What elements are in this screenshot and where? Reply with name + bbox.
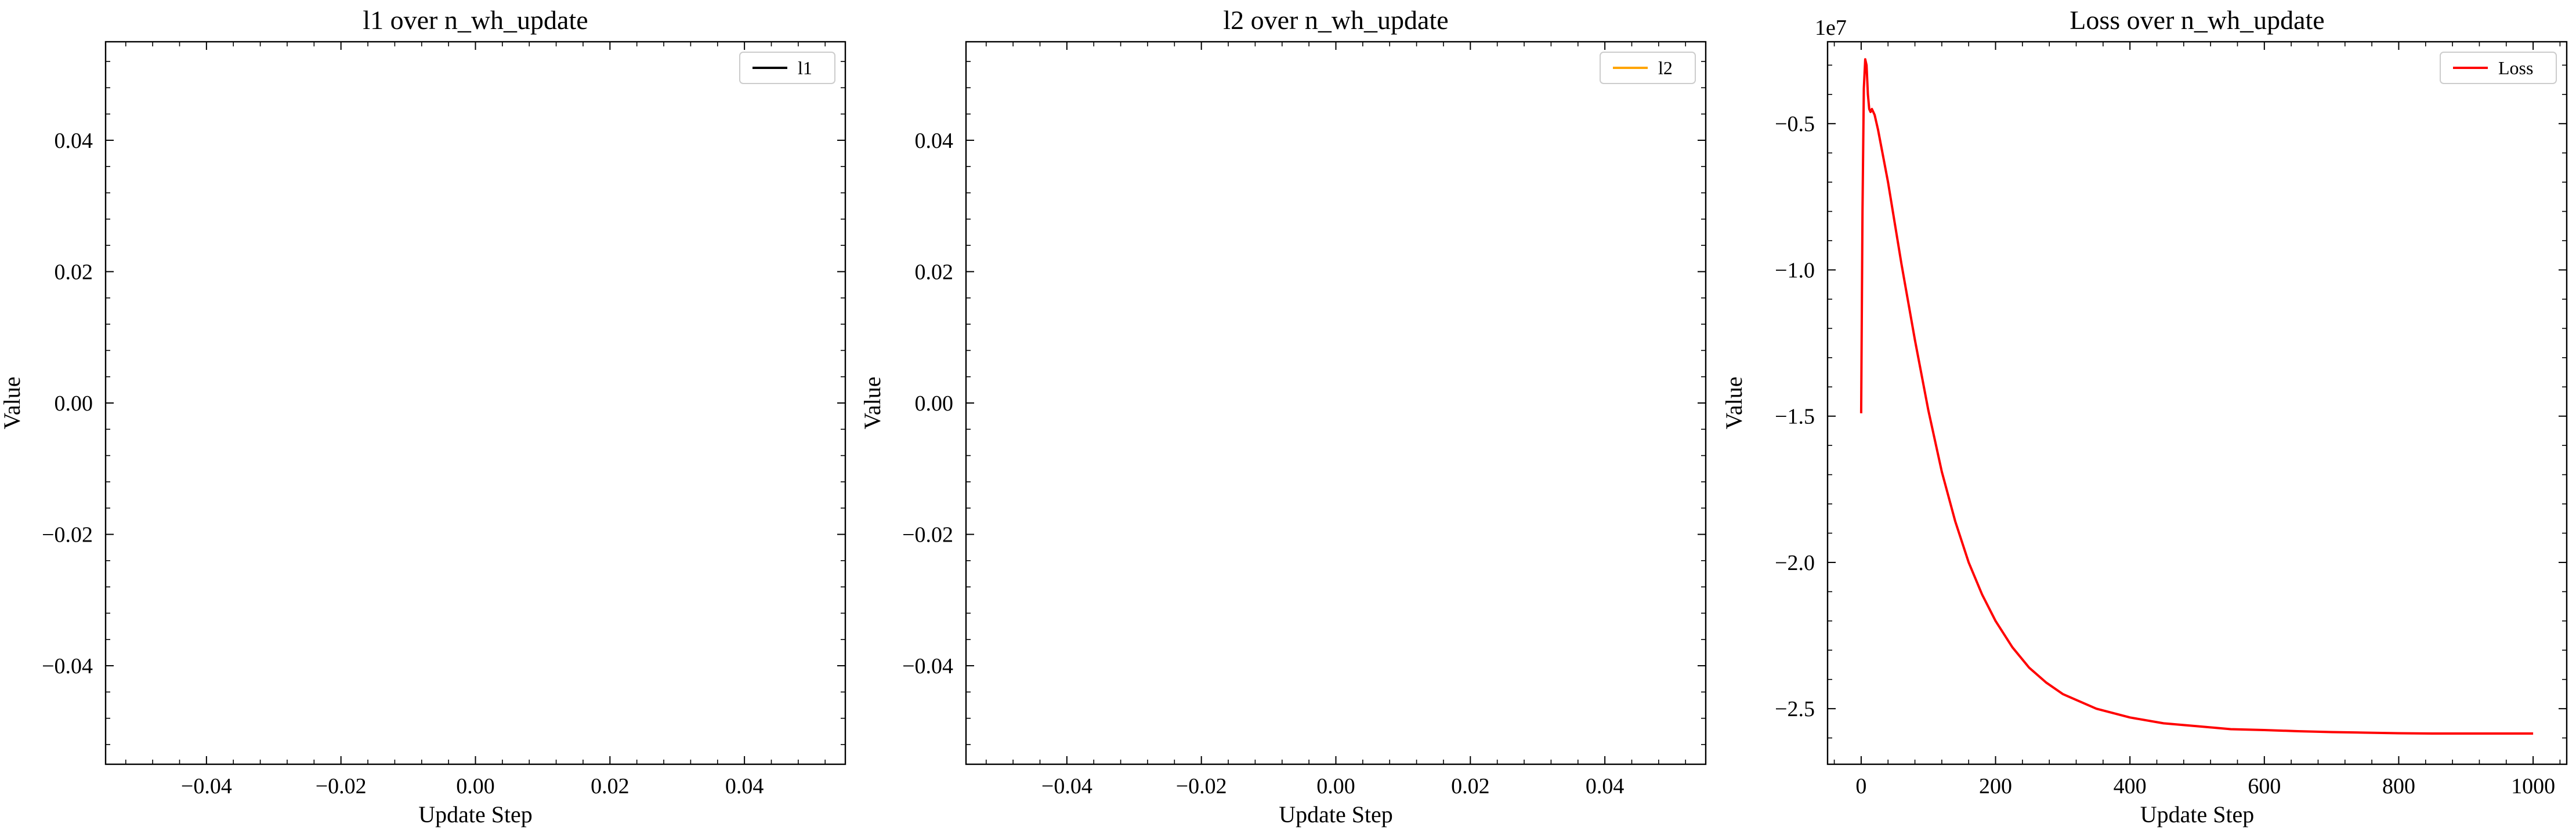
x-tick-label: 600 [2248,774,2281,798]
chart-panel-l1: l1 over n_wh_update Update Step Value −0… [0,5,846,827]
y-tick-label: 0.04 [55,129,93,153]
x-tick-label: 800 [2382,774,2415,798]
x-tick-label: 0.04 [1586,774,1625,798]
y-axis-label: Value [859,376,885,429]
x-tick-label: −0.04 [181,774,232,798]
x-tick-label: 1000 [2511,774,2555,798]
y-axis-label: Value [0,376,25,429]
x-tick-label: −0.04 [1041,774,1092,798]
x-tick-label: 0.00 [1316,774,1355,798]
y-tick-label: 0.02 [55,260,93,284]
x-tick-label: 200 [1979,774,2012,798]
x-tick-label: 400 [2114,774,2147,798]
y-tick-label: −0.04 [902,654,953,678]
y-tick-label: −2.5 [1775,697,1815,721]
y-axis-offset-label: 1e7 [1815,16,1847,40]
axes-frame [104,41,846,765]
legend-entry: l2 [1658,57,1673,78]
legend: l2 [1600,52,1696,84]
legend-entry: Loss [2498,57,2533,78]
y-tick-label: 0.00 [55,391,93,416]
y-tick-label: 0.04 [915,129,954,153]
series-line-loss [1859,58,2534,735]
chart-panel-l2: l2 over n_wh_update Update Step Value −0… [859,5,1707,827]
axis-ticks: −0.04 −0.02 0.00 0.02 0.04 −0.04 −0.02 0.00 0.02… [42,42,845,798]
y-tick-label: −1.0 [1775,258,1815,282]
axes-frame [965,41,1707,765]
chart-title: l1 over n_wh_update [363,5,588,35]
y-tick-label: −0.02 [42,523,93,547]
chart-title: Loss over n_wh_update [2070,5,2324,35]
axes-frame [1826,41,2568,765]
x-tick-label: −0.02 [1176,774,1227,798]
y-tick-label: 0.00 [915,391,954,416]
legend: l1 [739,52,835,84]
x-tick-label: 0.04 [725,774,764,798]
axis-ticks: 0 200 400 600 800 1000 −0.5 −1.0 −1.5 −2.0 −2.5 [1775,42,2567,798]
legend: Loss [2440,52,2557,84]
y-tick-label: −0.5 [1775,112,1815,136]
y-tick-label: 0.02 [915,260,954,284]
x-tick-label: 0 [1855,774,1866,798]
y-tick-label: −0.04 [42,654,93,678]
x-axis-label: Update Step [418,801,533,827]
y-tick-label: −0.02 [902,523,953,547]
legend-entry: l1 [798,57,812,78]
x-tick-label: 0.02 [1451,774,1490,798]
x-tick-label: 0.02 [591,774,629,798]
chart-title: l2 over n_wh_update [1223,5,1448,35]
x-tick-label: 0.00 [456,774,495,798]
y-tick-label: −1.5 [1775,405,1815,429]
x-tick-label: −0.02 [316,774,367,798]
legend-box [2440,52,2557,84]
x-axis-label: Update Step [2140,801,2255,827]
axis-ticks: −0.04 −0.02 0.00 0.02 0.04 −0.04 −0.02 0.00 0.02… [902,42,1706,798]
plot-area [1859,58,2534,735]
chart-panel-loss: Loss over n_wh_update Update Step Value … [1721,5,2568,827]
y-tick-label: −2.0 [1775,551,1815,575]
x-axis-label: Update Step [1279,801,1393,827]
y-axis-label: Value [1721,376,1747,429]
